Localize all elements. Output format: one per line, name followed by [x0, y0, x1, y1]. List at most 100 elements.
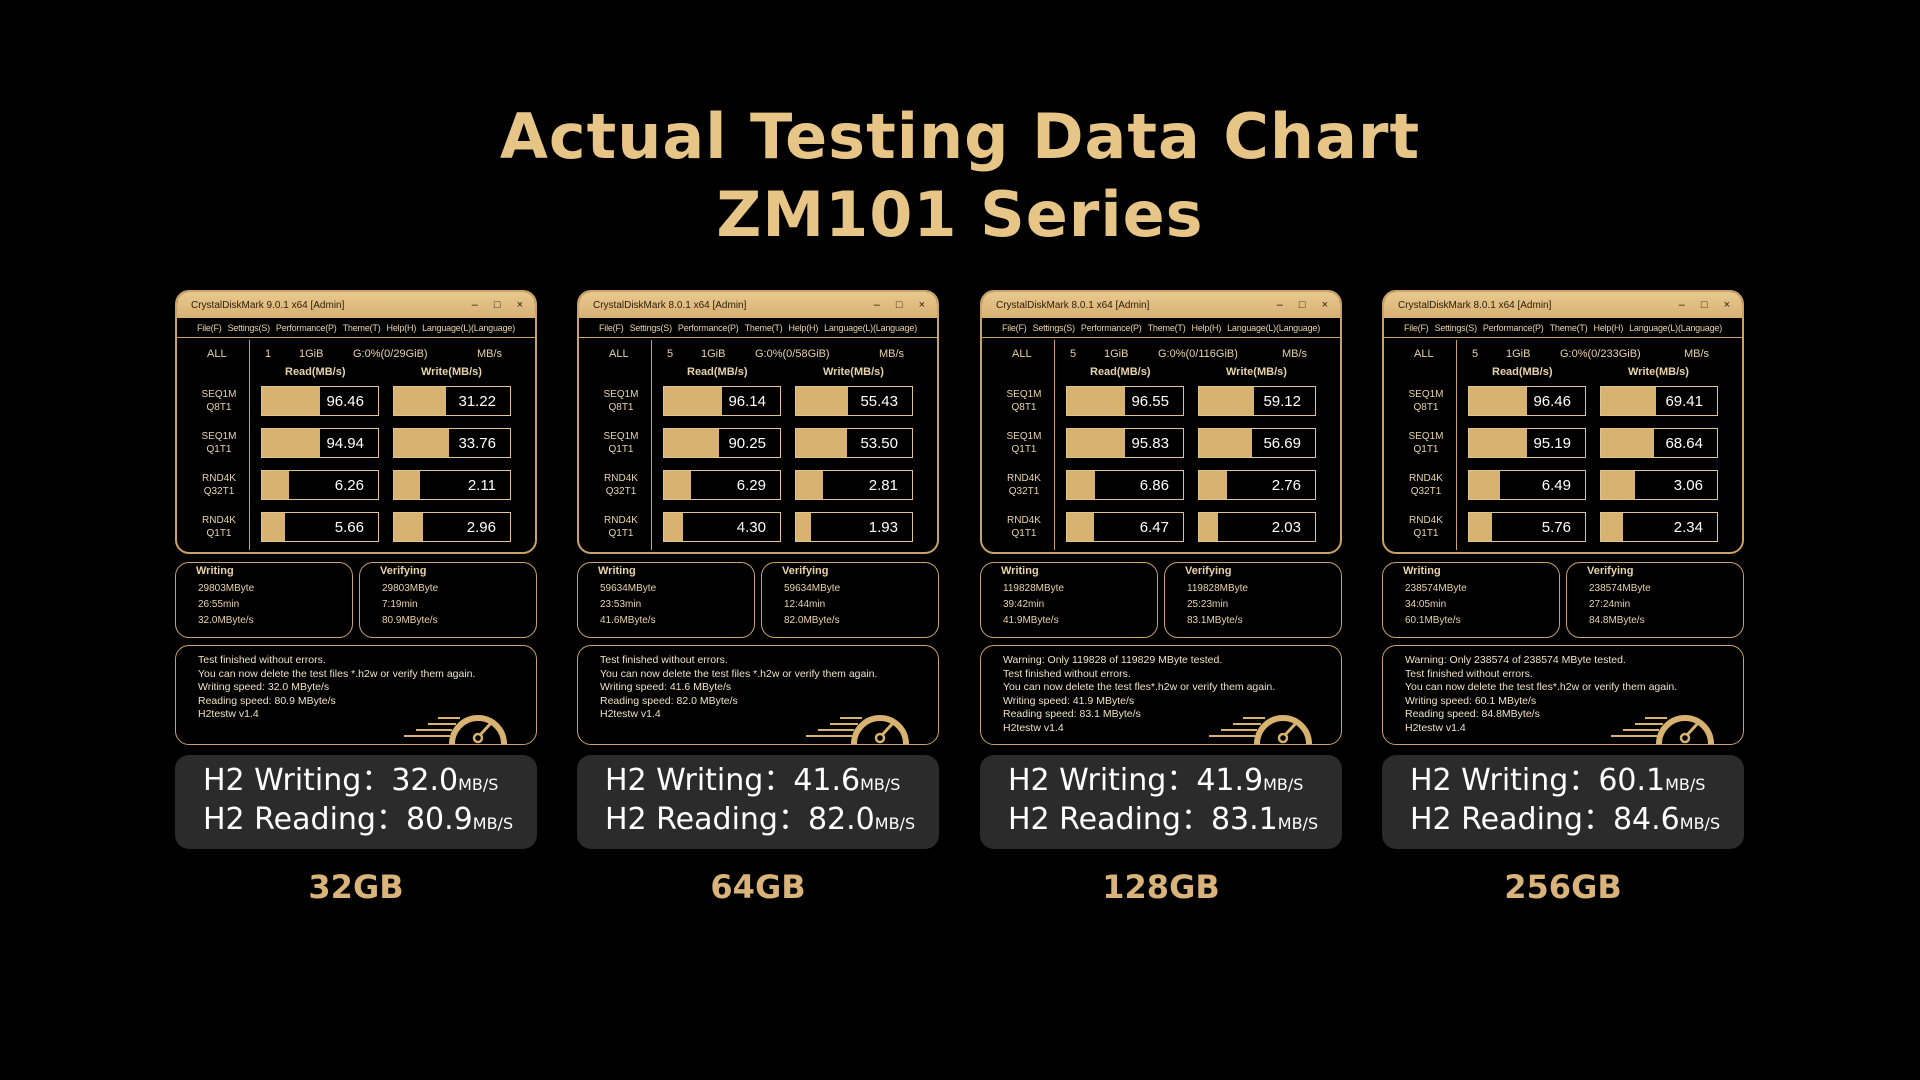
maximize-button[interactable]: □	[1700, 299, 1708, 311]
read-value: 4.30	[736, 519, 766, 536]
h2-writing-label: H2 Writing：	[605, 763, 794, 798]
close-button[interactable]: ×	[1321, 299, 1328, 311]
maximize-button[interactable]: □	[895, 299, 903, 311]
test-label[interactable]: SEQ1M Q8T1	[996, 388, 1052, 414]
test-label[interactable]: SEQ1M Q1T1	[996, 430, 1052, 456]
unit-select[interactable]: MB/s	[1282, 348, 1308, 360]
test-size[interactable]: 1GiB	[1506, 348, 1531, 360]
close-button[interactable]: ×	[1723, 299, 1730, 311]
h2testw-log: Test finished without errors. You can now…	[175, 645, 537, 745]
menu-item[interactable]: Language(L)(Language)	[824, 322, 918, 333]
benchmark-row: RND4K Q1T1 6.47 2.03	[982, 508, 1340, 550]
stat-line: 39:42min	[1003, 599, 1045, 610]
minimize-button[interactable]: –	[873, 299, 880, 311]
capacity-label: 128GB	[1102, 868, 1220, 906]
h2-reading-label: H2 Reading：	[605, 802, 808, 837]
menu-item[interactable]: Language(L)(Language)	[422, 322, 516, 333]
unit-select[interactable]: MB/s	[879, 348, 905, 360]
test-count[interactable]: 5	[1472, 348, 1479, 360]
test-drive[interactable]: G:0%(0/233GiB)	[1560, 348, 1641, 360]
test-label[interactable]: RND4K Q32T1	[1398, 472, 1454, 498]
write-result: 2.11	[393, 470, 511, 500]
speedometer-icon	[404, 715, 507, 744]
test-label[interactable]: RND4K Q32T1	[191, 472, 247, 498]
close-button[interactable]: ×	[516, 299, 523, 311]
verifying-panel: Verifying 238574MByte 27:24min 84.8MByte/s	[1566, 562, 1744, 638]
maximize-button[interactable]: □	[1298, 299, 1306, 311]
unit-select[interactable]: MB/s	[1684, 348, 1710, 360]
all-button[interactable]: ALL	[609, 348, 629, 360]
menu-item[interactable]: File(F)	[598, 322, 624, 333]
menu-item[interactable]: Help(H)	[1593, 322, 1624, 333]
test-label[interactable]: SEQ1M Q8T1	[593, 388, 649, 414]
menu-item[interactable]: Theme(T)	[1147, 322, 1186, 333]
test-label[interactable]: RND4K Q1T1	[191, 514, 247, 540]
minimize-button[interactable]: –	[1678, 299, 1685, 311]
test-label[interactable]: RND4K Q32T1	[996, 472, 1052, 498]
menu-item[interactable]: Settings(S)	[1032, 322, 1076, 333]
unit-select[interactable]: MB/s	[477, 348, 503, 360]
test-label[interactable]: SEQ1M Q1T1	[1398, 430, 1454, 456]
test-label[interactable]: SEQ1M Q8T1	[1398, 388, 1454, 414]
test-count[interactable]: 5	[1070, 348, 1077, 360]
menu-item[interactable]: Settings(S)	[227, 322, 271, 333]
benchmark-row: SEQ1M Q1T1 90.25 53.50	[579, 424, 937, 466]
log-line: H2testw v1.4	[600, 708, 661, 720]
minimize-button[interactable]: –	[1276, 299, 1283, 311]
read-result: 6.26	[261, 470, 379, 500]
test-label[interactable]: RND4K Q1T1	[1398, 514, 1454, 540]
read-bar-fill	[1067, 471, 1095, 499]
test-size[interactable]: 1GiB	[1104, 348, 1129, 360]
menu-item[interactable]: Performance(P)	[275, 322, 337, 333]
test-label[interactable]: SEQ1M Q1T1	[191, 430, 247, 456]
write-value: 2.03	[1271, 519, 1301, 536]
read-value: 96.46	[326, 393, 364, 410]
maximize-button[interactable]: □	[493, 299, 501, 311]
minimize-button[interactable]: –	[471, 299, 478, 311]
menu-item[interactable]: Language(L)(Language)	[1629, 322, 1723, 333]
menu-item[interactable]: Help(H)	[386, 322, 417, 333]
test-size[interactable]: 1GiB	[299, 348, 324, 360]
menu-item[interactable]: Theme(T)	[342, 322, 381, 333]
test-size[interactable]: 1GiB	[701, 348, 726, 360]
test-count[interactable]: 1	[265, 348, 272, 360]
test-label[interactable]: SEQ1M Q8T1	[191, 388, 247, 414]
menu-item[interactable]: Settings(S)	[1434, 322, 1478, 333]
test-drive[interactable]: G:0%(0/29GiB)	[353, 348, 428, 360]
test-label[interactable]: SEQ1M Q1T1	[593, 430, 649, 456]
test-name: SEQ1M	[1006, 431, 1042, 442]
benchmark-row: SEQ1M Q1T1 94.94 33.76	[177, 424, 535, 466]
write-result: 33.76	[393, 428, 511, 458]
all-button[interactable]: ALL	[207, 348, 227, 360]
read-result: 95.19	[1468, 428, 1586, 458]
menu-item[interactable]: Language(L)(Language)	[1227, 322, 1321, 333]
test-label[interactable]: RND4K Q1T1	[593, 514, 649, 540]
close-button[interactable]: ×	[918, 299, 925, 311]
h2-reading-label: H2 Reading：	[1008, 802, 1211, 837]
menu-item[interactable]: Theme(T)	[744, 322, 783, 333]
write-bar-fill	[394, 429, 449, 457]
menu-item[interactable]: Settings(S)	[629, 322, 673, 333]
write-result: 3.06	[1600, 470, 1718, 500]
all-button[interactable]: ALL	[1012, 348, 1032, 360]
menu-item[interactable]: Theme(T)	[1549, 322, 1588, 333]
stat-line: 59634MByte	[600, 583, 657, 594]
menu-item[interactable]: Help(H)	[788, 322, 819, 333]
menu-item[interactable]: Performance(P)	[1080, 322, 1142, 333]
test-label[interactable]: RND4K Q1T1	[996, 514, 1052, 540]
read-bar-fill	[664, 387, 722, 415]
menu-item[interactable]: Help(H)	[1191, 322, 1222, 333]
test-drive[interactable]: G:0%(0/58GiB)	[755, 348, 830, 360]
menu-item[interactable]: File(F)	[196, 322, 222, 333]
all-button[interactable]: ALL	[1414, 348, 1434, 360]
test-count[interactable]: 5	[667, 348, 674, 360]
read-bar-fill	[1469, 513, 1493, 541]
stat-line: 119828MByte	[1187, 583, 1248, 594]
test-label[interactable]: RND4K Q32T1	[593, 472, 649, 498]
benchmark-row: RND4K Q32T1 6.49 3.06	[1384, 466, 1742, 508]
menu-item[interactable]: File(F)	[1403, 322, 1429, 333]
menu-item[interactable]: File(F)	[1001, 322, 1027, 333]
menu-item[interactable]: Performance(P)	[1482, 322, 1544, 333]
menu-item[interactable]: Performance(P)	[677, 322, 739, 333]
test-drive[interactable]: G:0%(0/116GiB)	[1158, 348, 1238, 360]
